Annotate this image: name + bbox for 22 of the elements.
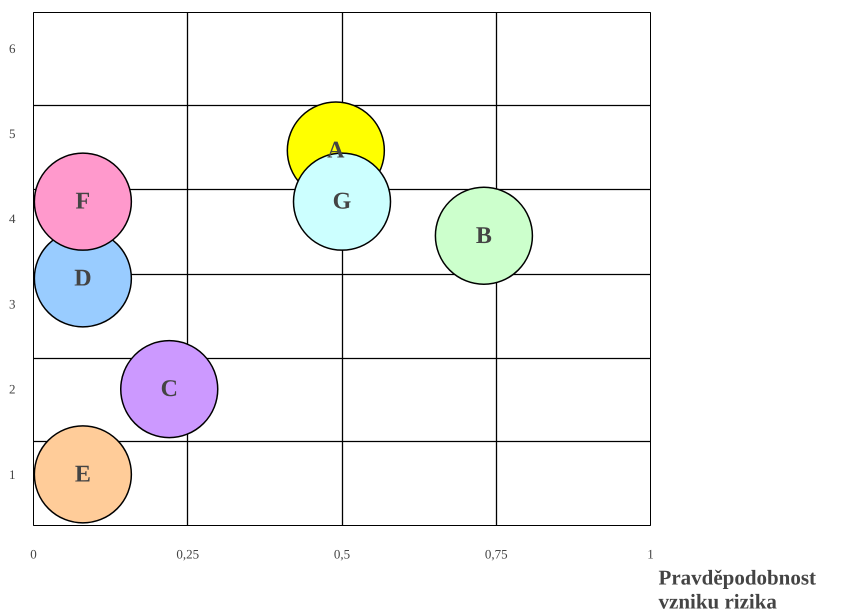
y-tick-label: 6 [9,40,16,56]
x-axis-title: Pravděpodobnost vzniku rizika [658,566,816,614]
x-tick-label: 0 [30,546,37,562]
y-tick-label: 3 [9,296,16,312]
point [34,152,132,251]
x-tick-label: 0,5 [334,546,350,562]
y-tick-label: 4 [9,211,16,226]
y-tick-label: 2 [9,382,16,397]
x-tick-label: 0,25 [176,546,200,562]
annotation: C [160,376,178,402]
x-tick-label: 0,75 [484,546,508,562]
point [120,340,218,438]
x-tick-label: 1 [647,546,654,562]
annotation: B [476,222,492,249]
y-tick-label: 1 [9,466,16,482]
annotation: F [76,188,90,215]
annotation: G [332,188,352,215]
annotation: D [74,265,92,292]
point [434,186,534,285]
annotation: E [74,461,91,488]
point [34,425,132,524]
y-tick-label: 5 [9,126,16,142]
